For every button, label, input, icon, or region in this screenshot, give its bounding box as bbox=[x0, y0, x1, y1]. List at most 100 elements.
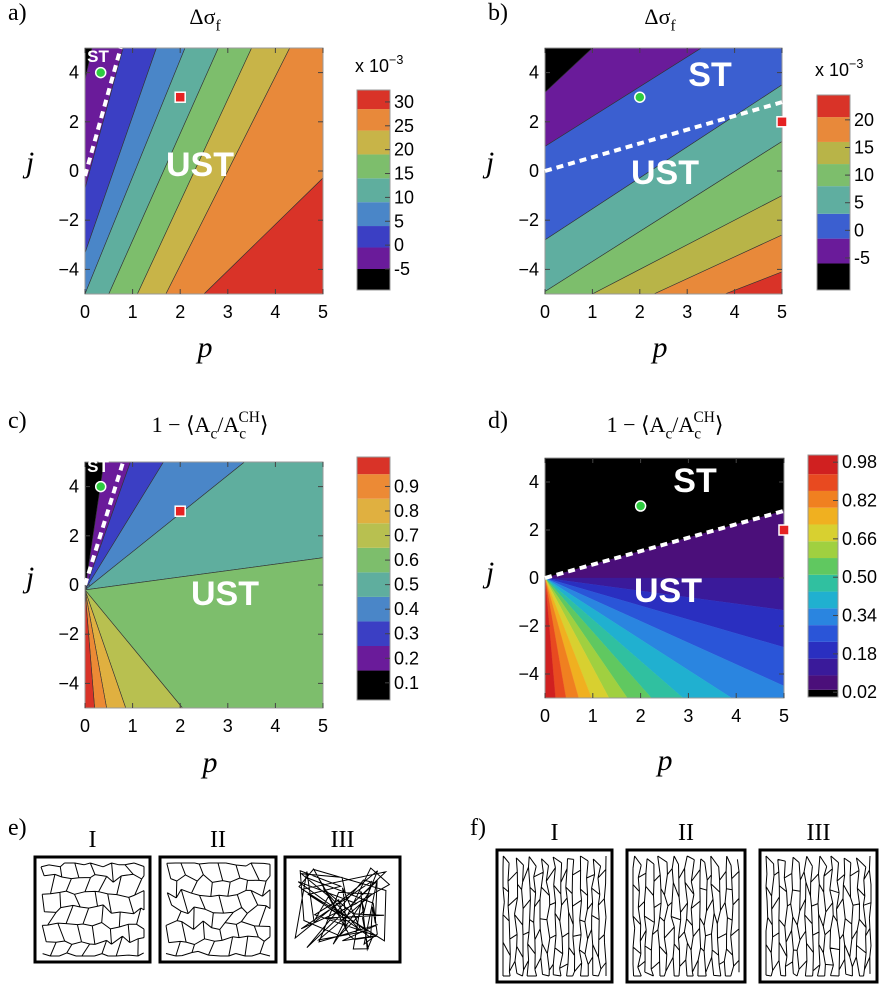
text-part: CH bbox=[238, 409, 259, 426]
region-label: ST bbox=[688, 56, 732, 94]
x-tick-label: 5 bbox=[318, 716, 328, 736]
colorbar-tick-label: 0.66 bbox=[842, 529, 877, 549]
colorbar-tick-label: 15 bbox=[394, 164, 414, 184]
colorbar-band bbox=[808, 558, 838, 575]
text-part: Δσ bbox=[644, 4, 670, 29]
colorbar-tick-label: 0.98 bbox=[842, 452, 877, 472]
colorbar-tick-label: 10 bbox=[394, 187, 414, 207]
region-label: UST bbox=[166, 146, 234, 184]
colorbar-tick-label: 0.8 bbox=[394, 501, 419, 521]
region-label: ST bbox=[87, 457, 109, 476]
text-part: CH bbox=[693, 409, 714, 426]
colorbar-band bbox=[357, 523, 390, 548]
diagram-box bbox=[625, 848, 747, 984]
colorbar-band bbox=[808, 474, 838, 491]
diagram-box bbox=[758, 848, 879, 984]
colorbar-tick-label: 0.02 bbox=[842, 682, 877, 702]
chart-title: 1 − ⟨Ac/AcCH⟩ bbox=[152, 409, 269, 443]
text-part: x 10 bbox=[355, 56, 389, 76]
x-tick-label: 4 bbox=[730, 302, 740, 322]
colorbar-tick-label: 10 bbox=[854, 165, 874, 185]
colorbar-band bbox=[808, 658, 838, 676]
colorbar-tick-label: 0.7 bbox=[394, 526, 419, 546]
x-tick-label: 2 bbox=[636, 706, 646, 726]
colorbar-band bbox=[817, 141, 850, 165]
text-part: /A bbox=[672, 412, 694, 437]
colorbar-band bbox=[817, 95, 850, 118]
colorbar-band bbox=[808, 524, 838, 542]
x-tick-label: 1 bbox=[128, 302, 138, 322]
colorbar-tick-label: 0.50 bbox=[842, 567, 877, 587]
colorbar-band bbox=[357, 547, 390, 573]
colorbar-tick-label: 0 bbox=[854, 220, 864, 240]
colorbar-tick-label: 0.2 bbox=[394, 648, 419, 668]
panel-label: f) bbox=[470, 815, 486, 841]
x-axis-label: p bbox=[201, 746, 218, 779]
colorbar-band bbox=[357, 572, 390, 597]
colorbar-band bbox=[357, 596, 390, 622]
boundary-line bbox=[544, 508, 785, 580]
colorbar-band bbox=[357, 670, 390, 700]
column-label: III bbox=[807, 820, 831, 846]
text-part: 1 − ⟨A bbox=[607, 412, 666, 437]
text-part: −3 bbox=[849, 57, 863, 71]
boundary-line bbox=[83, 47, 123, 177]
y-tick-label: −2 bbox=[518, 210, 539, 230]
text-part: /A bbox=[217, 412, 239, 437]
y-tick-label: 4 bbox=[529, 472, 539, 492]
colorbar-band bbox=[817, 117, 850, 142]
y-tick-label: −2 bbox=[58, 210, 79, 230]
column-label: III bbox=[331, 827, 355, 853]
colorbar-band bbox=[817, 164, 850, 187]
y-tick-label: 0 bbox=[529, 568, 539, 588]
column-label: II bbox=[210, 827, 226, 853]
cell-network bbox=[502, 855, 607, 977]
x-tick-label: 4 bbox=[270, 302, 280, 322]
region-label: ST bbox=[673, 462, 717, 500]
x-tick-label: 1 bbox=[588, 706, 598, 726]
x-tick-label: 2 bbox=[175, 302, 185, 322]
y-tick-label: 2 bbox=[69, 526, 79, 546]
cell-network bbox=[632, 855, 740, 977]
region-label: UST bbox=[634, 572, 702, 610]
colorbar-band bbox=[357, 474, 390, 499]
text-part: −3 bbox=[389, 53, 403, 67]
colorbar-tick-label: 0.9 bbox=[394, 476, 419, 496]
colorbar-band bbox=[357, 202, 390, 227]
x-tick-label: 3 bbox=[683, 706, 693, 726]
x-axis-label: p bbox=[196, 331, 213, 364]
colorbar-band bbox=[817, 213, 850, 239]
x-tick-label: 2 bbox=[175, 716, 185, 736]
colorbar-tick-label: 20 bbox=[854, 110, 874, 130]
text-part: c bbox=[239, 426, 246, 443]
x-tick-label: 2 bbox=[635, 302, 645, 322]
colorbar-band bbox=[817, 263, 850, 290]
cell-network bbox=[765, 855, 872, 977]
colorbar-band bbox=[808, 455, 838, 475]
x-axis-label: p bbox=[656, 744, 673, 777]
colorbar-band bbox=[357, 268, 390, 290]
x-tick-label: 3 bbox=[682, 302, 692, 322]
y-axis-label: j bbox=[482, 146, 494, 179]
colorbar-band bbox=[808, 675, 838, 690]
panel-label: e) bbox=[8, 815, 27, 841]
y-tick-label: 2 bbox=[529, 112, 539, 132]
y-tick-label: −2 bbox=[58, 624, 79, 644]
y-tick-label: 4 bbox=[69, 63, 79, 83]
colorbar-tick-label: 5 bbox=[394, 211, 404, 231]
panel-label: a) bbox=[8, 0, 27, 26]
colorbar-band bbox=[357, 646, 390, 671]
colorbar-tick-label: 0.5 bbox=[394, 575, 419, 595]
x-tick-label: 1 bbox=[587, 302, 597, 322]
colorbar-band bbox=[357, 154, 390, 179]
colorbar-tick-label: 0.3 bbox=[394, 624, 419, 644]
y-axis-label: j bbox=[22, 146, 34, 179]
y-tick-label: 4 bbox=[529, 63, 539, 83]
y-tick-label: −4 bbox=[518, 259, 539, 279]
y-tick-label: 2 bbox=[69, 112, 79, 132]
column-label: II bbox=[678, 820, 694, 846]
column-label: I bbox=[551, 820, 559, 846]
colorbar-tick-label: 25 bbox=[394, 116, 414, 136]
y-tick-label: 0 bbox=[529, 161, 539, 181]
